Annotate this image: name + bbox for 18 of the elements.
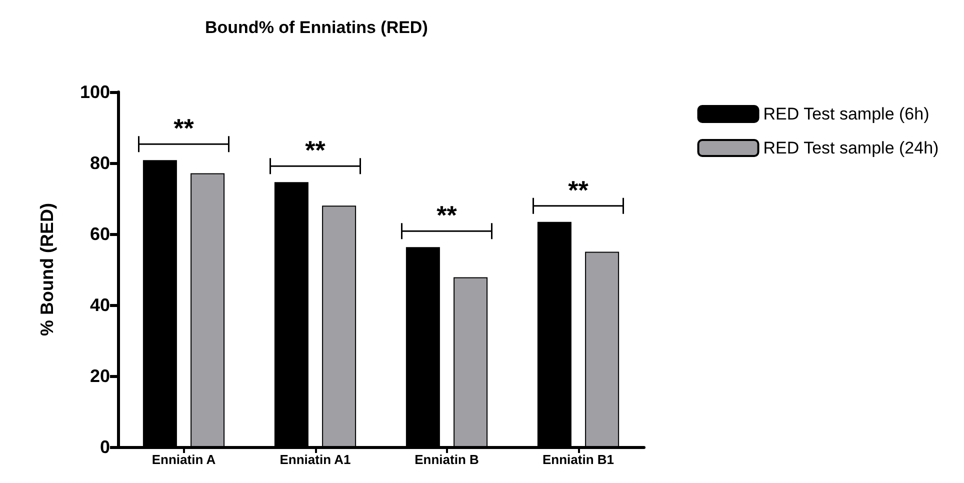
- x-tick-label: Enniatin A1: [280, 452, 351, 467]
- x-tick-label: Enniatin B1: [542, 452, 614, 467]
- y-tick-label: 80: [90, 153, 110, 173]
- y-tick-label: 20: [90, 366, 110, 386]
- x-tick-label: Enniatin A: [152, 452, 216, 467]
- annotation: **: [436, 200, 458, 230]
- y-tick-label: 100: [80, 82, 110, 102]
- y-axis-title: % Bound (RED): [37, 203, 57, 336]
- x-tick-label: Enniatin B: [414, 452, 479, 467]
- legend-label: RED Test sample (24h): [763, 138, 939, 158]
- annotation: **: [568, 174, 590, 205]
- legend-label: RED Test sample (6h): [763, 104, 930, 124]
- annotation: **: [305, 135, 326, 166]
- annotation: **: [174, 113, 195, 144]
- y-tick-label: 40: [90, 295, 110, 315]
- y-tick-label: 0: [100, 437, 110, 457]
- y-tick-label: 60: [90, 224, 110, 244]
- chart-title: Bound% of Enniatins (RED): [205, 18, 428, 37]
